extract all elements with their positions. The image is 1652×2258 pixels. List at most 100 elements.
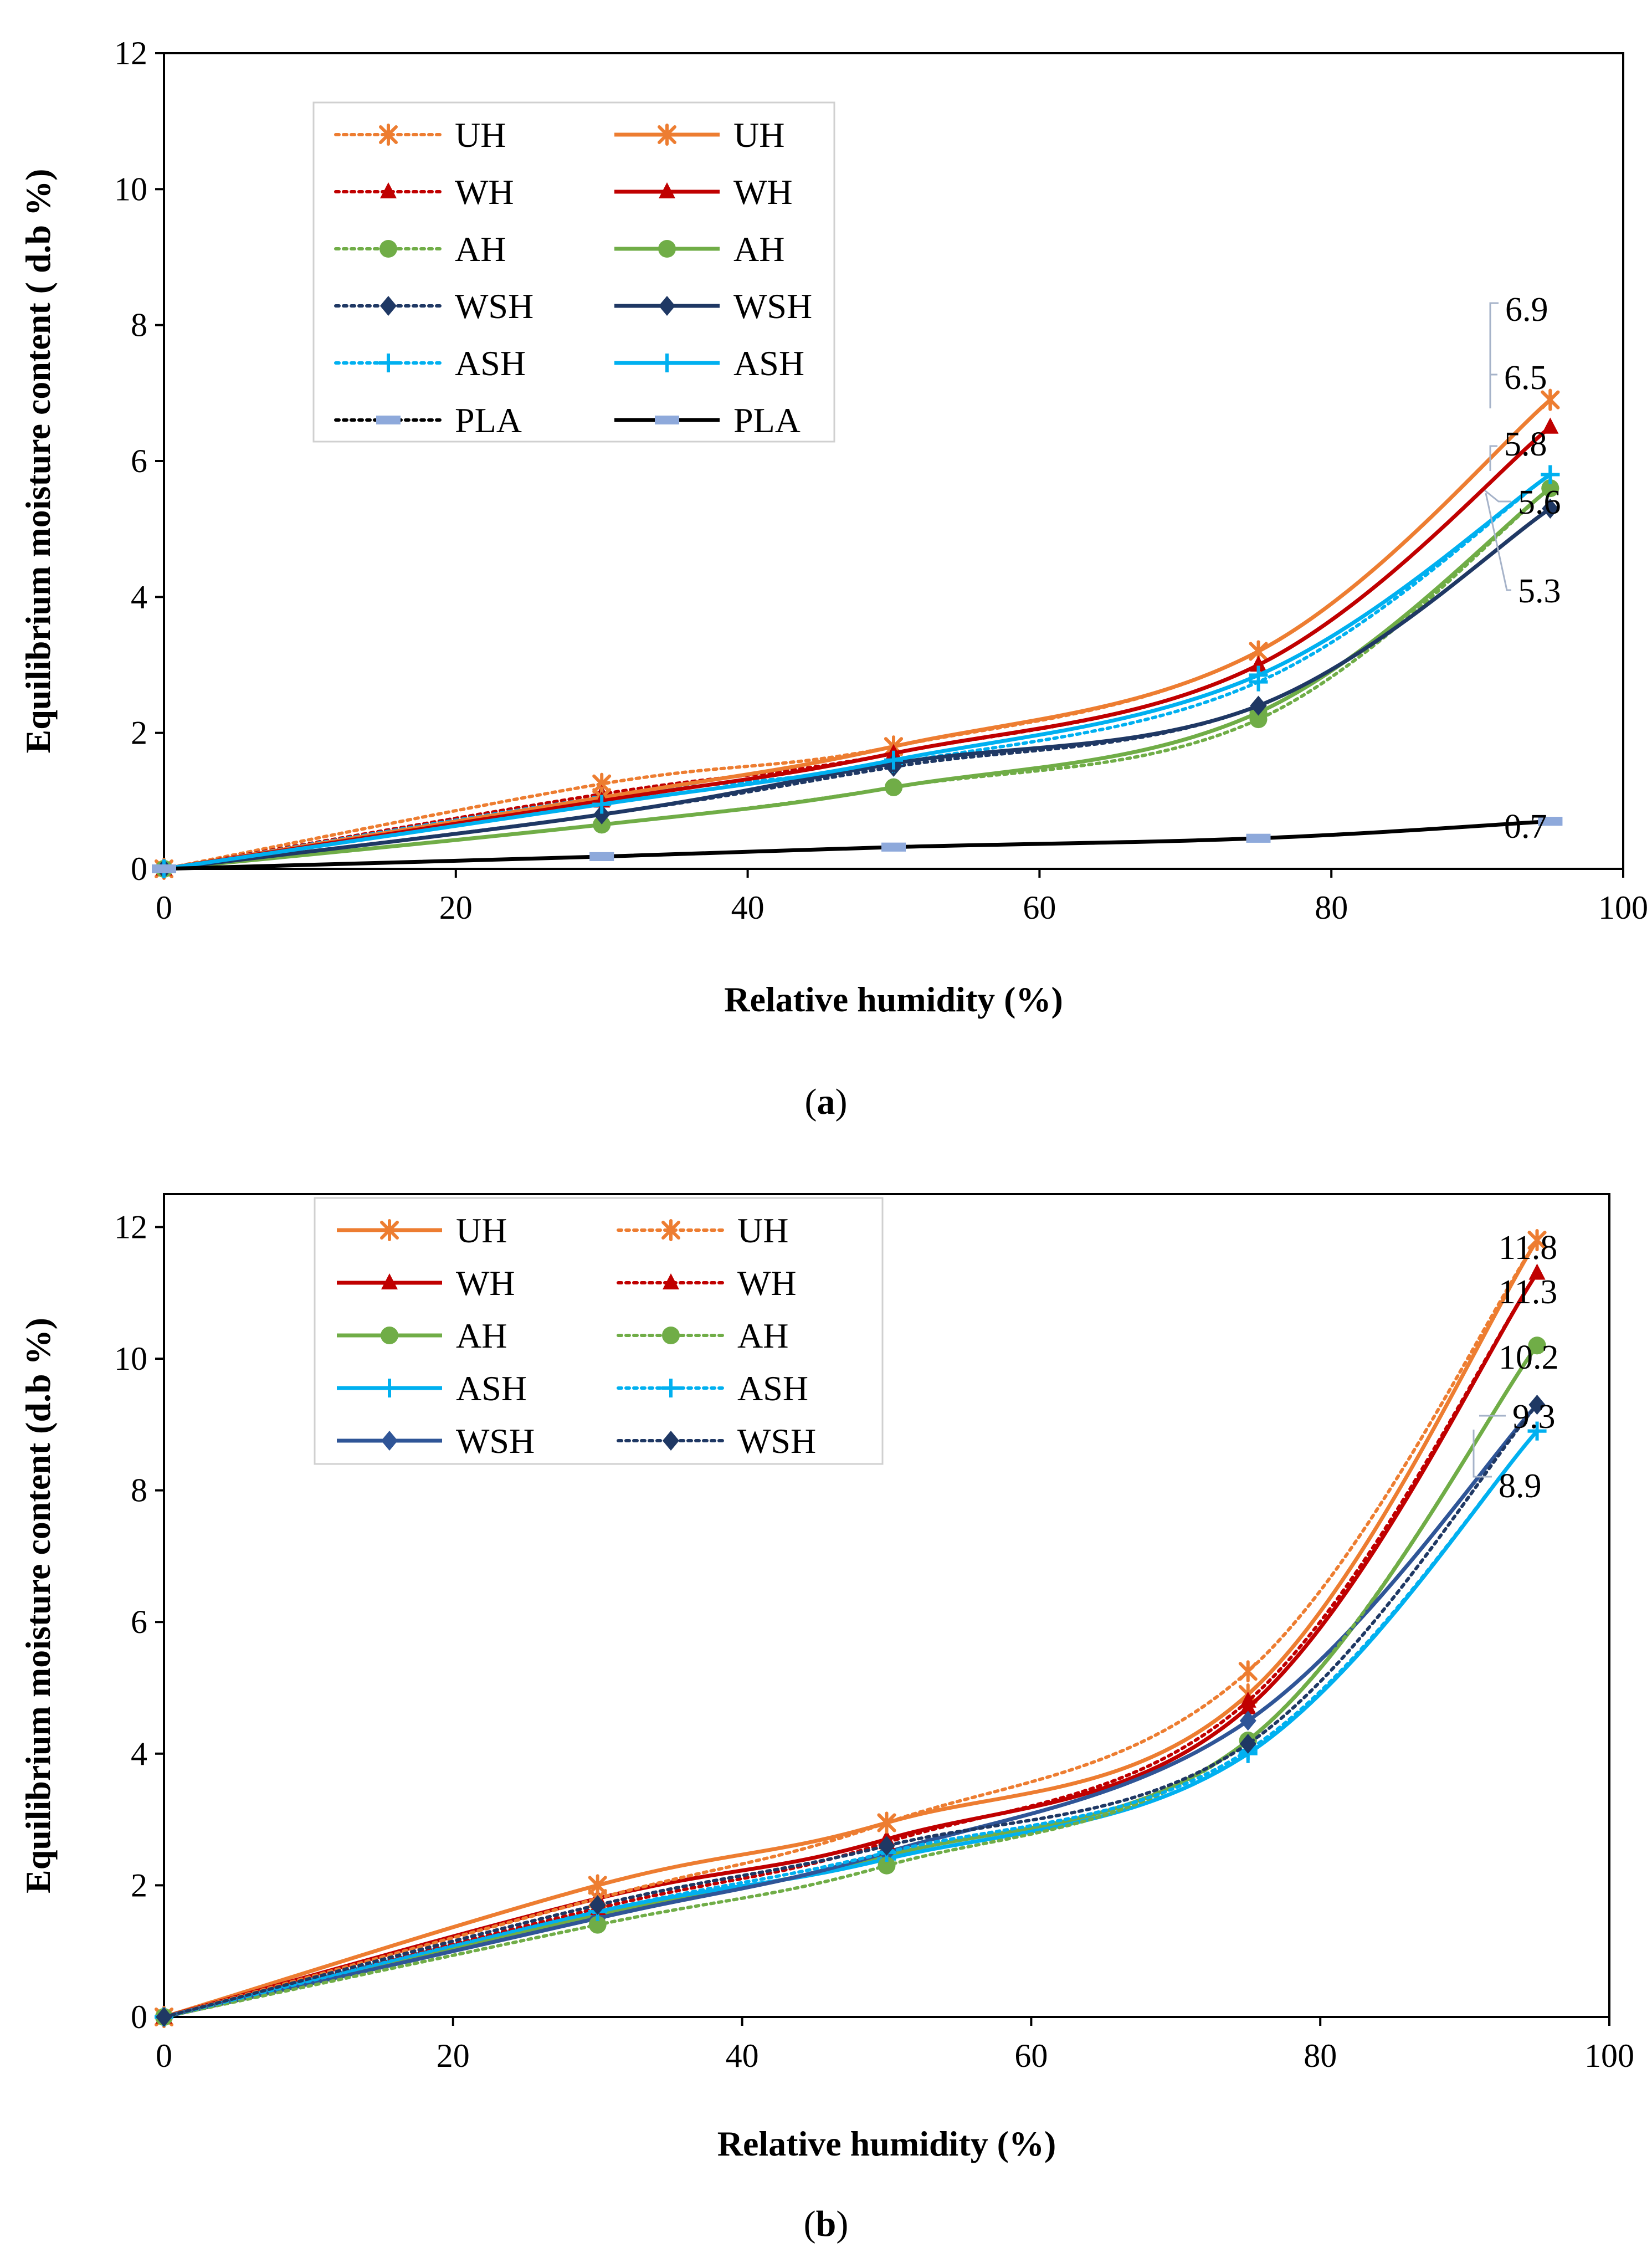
annotation-label: 5.3 <box>1518 572 1561 610</box>
marker-diamond <box>659 296 675 316</box>
legend-label: WH <box>456 1263 515 1303</box>
annotation-label: 8.9 <box>1499 1467 1542 1505</box>
legend-label: ASH <box>455 344 526 383</box>
series-line-uh-dotted <box>162 1238 1539 2019</box>
plot-area-frame <box>163 1193 1610 2018</box>
legend: UH WH AH ASH WSH UH WH AH ASH WSH <box>314 1197 884 1465</box>
marker-plus <box>884 750 903 770</box>
annotation-leader <box>1473 1430 1492 1478</box>
marker-star <box>1527 1229 1547 1252</box>
chart-b: 0 2 4 6 8 10 12 0 20 40 60 80 100 Relative humidity (… <box>18 1193 1634 2244</box>
legend-item-uh-dotted: UH <box>617 1211 788 1250</box>
x-tick-label: 20 <box>439 889 473 926</box>
marker-diamond <box>156 2007 172 2027</box>
marker-triangle <box>1528 1263 1546 1280</box>
legend-label: UH <box>456 1211 507 1250</box>
marker-plus <box>1249 665 1268 685</box>
legend-label: UH <box>455 115 506 155</box>
x-tick-label: 60 <box>1014 2037 1048 2074</box>
y-tick-label: 12 <box>114 35 147 71</box>
legend-item-uh-dotted: UH <box>334 115 506 155</box>
marker-diamond <box>589 1895 606 1916</box>
series-group <box>152 388 1563 880</box>
y-axis-title: Equilibrium moisture content (d.b %) <box>18 1318 58 1893</box>
annotation-leader <box>1489 445 1497 471</box>
marker-star <box>379 124 398 146</box>
legend-box <box>312 101 835 443</box>
end-annotations: 11.8 11.3 10.2 9.3 8.9 <box>1473 1229 1559 1505</box>
marker-plus <box>1527 1421 1547 1441</box>
marker-triangle <box>659 182 675 198</box>
marker-triangle <box>380 182 397 198</box>
x-tick-label: 80 <box>1315 889 1348 926</box>
marker-star <box>1541 388 1560 411</box>
legend-item-ah-dotted: AH <box>617 1316 788 1355</box>
y-tick-label: 2 <box>131 715 147 751</box>
legend-label: PLA <box>733 401 801 440</box>
legend: UH WH AH WSH ASH PLA UH WH AH WSH ASH PLA <box>312 101 835 443</box>
y-tick-label: 4 <box>131 578 147 615</box>
y-tick-label: 4 <box>131 1735 147 1772</box>
legend-item-uh-solid: UH <box>614 115 784 155</box>
legend-label: ASH <box>456 1369 527 1408</box>
marker-plus <box>380 1379 399 1397</box>
marker-circle <box>1528 1337 1546 1355</box>
marker-circle <box>662 1327 680 1344</box>
marker-circle <box>593 816 611 834</box>
annotation-label: 10.2 <box>1499 1339 1559 1376</box>
legend-item-wsh-solid: WSH <box>337 1421 535 1461</box>
y-tick-label: 8 <box>131 1472 147 1509</box>
marker-dash <box>1246 833 1271 843</box>
marker-circle <box>381 1327 398 1344</box>
legend-item-wh-solid: WH <box>614 172 793 212</box>
y-tick-label: 0 <box>131 851 147 887</box>
annotation-label: 5.8 <box>1504 426 1547 463</box>
legend-label: PLA <box>455 401 522 440</box>
legend-label: WSH <box>456 1421 535 1461</box>
marker-diamond <box>381 1431 398 1451</box>
legend-item-wsh-solid: WSH <box>614 286 812 326</box>
annotation-leader <box>1484 489 1511 503</box>
marker-diamond <box>663 1431 679 1451</box>
y-tick-label: 10 <box>114 171 147 207</box>
y-tick-label: 0 <box>131 1999 147 2035</box>
marker-dash <box>655 416 679 424</box>
legend-label: WSH <box>733 286 812 326</box>
series-pla-solid <box>152 817 1563 873</box>
marker-star <box>380 1219 399 1241</box>
series-wsh-dotted <box>156 1395 1546 2027</box>
panel-caption: (b) <box>804 2204 849 2244</box>
legend-label: ASH <box>737 1369 808 1408</box>
annotation-label: 11.3 <box>1499 1273 1557 1311</box>
y-tick-label: 10 <box>114 1340 147 1377</box>
legend-item-wh-dotted: WH <box>334 172 514 212</box>
legend-label: WSH <box>455 286 533 326</box>
marker-diamond <box>1250 695 1267 716</box>
series-line-wsh-dotted <box>162 1403 1539 2019</box>
x-axis-title: Relative humidity (%) <box>717 2124 1056 2163</box>
y-tick-label: 8 <box>131 307 147 344</box>
x-tick-label: 80 <box>1304 2037 1337 2074</box>
marker-circle <box>885 778 902 796</box>
annotation-leader <box>1485 493 1511 591</box>
legend-item-ah-solid: AH <box>614 229 784 269</box>
panel-caption: (a) <box>805 1082 848 1122</box>
series-line-wh-dotted <box>162 1271 1539 2019</box>
marker-plus <box>661 1379 680 1397</box>
marker-plus <box>1541 465 1560 484</box>
series-group <box>155 1229 1547 2028</box>
marker-star <box>877 1811 896 1834</box>
legend-label: AH <box>737 1316 788 1355</box>
y-tick-label: 6 <box>131 443 147 479</box>
legend-item-wh-solid: WH <box>337 1263 515 1303</box>
annotation-label: 5.6 <box>1518 484 1561 521</box>
legend-label: WH <box>737 1263 797 1303</box>
marker-circle <box>658 240 676 258</box>
x-tick-label: 60 <box>1023 889 1056 926</box>
marker-circle <box>878 1856 896 1875</box>
legend-item-wh-dotted: WH <box>617 1263 797 1303</box>
legend-item-uh-solid: UH <box>337 1211 507 1250</box>
y-tick-label: 6 <box>131 1604 147 1640</box>
legend-label: AH <box>455 229 506 269</box>
